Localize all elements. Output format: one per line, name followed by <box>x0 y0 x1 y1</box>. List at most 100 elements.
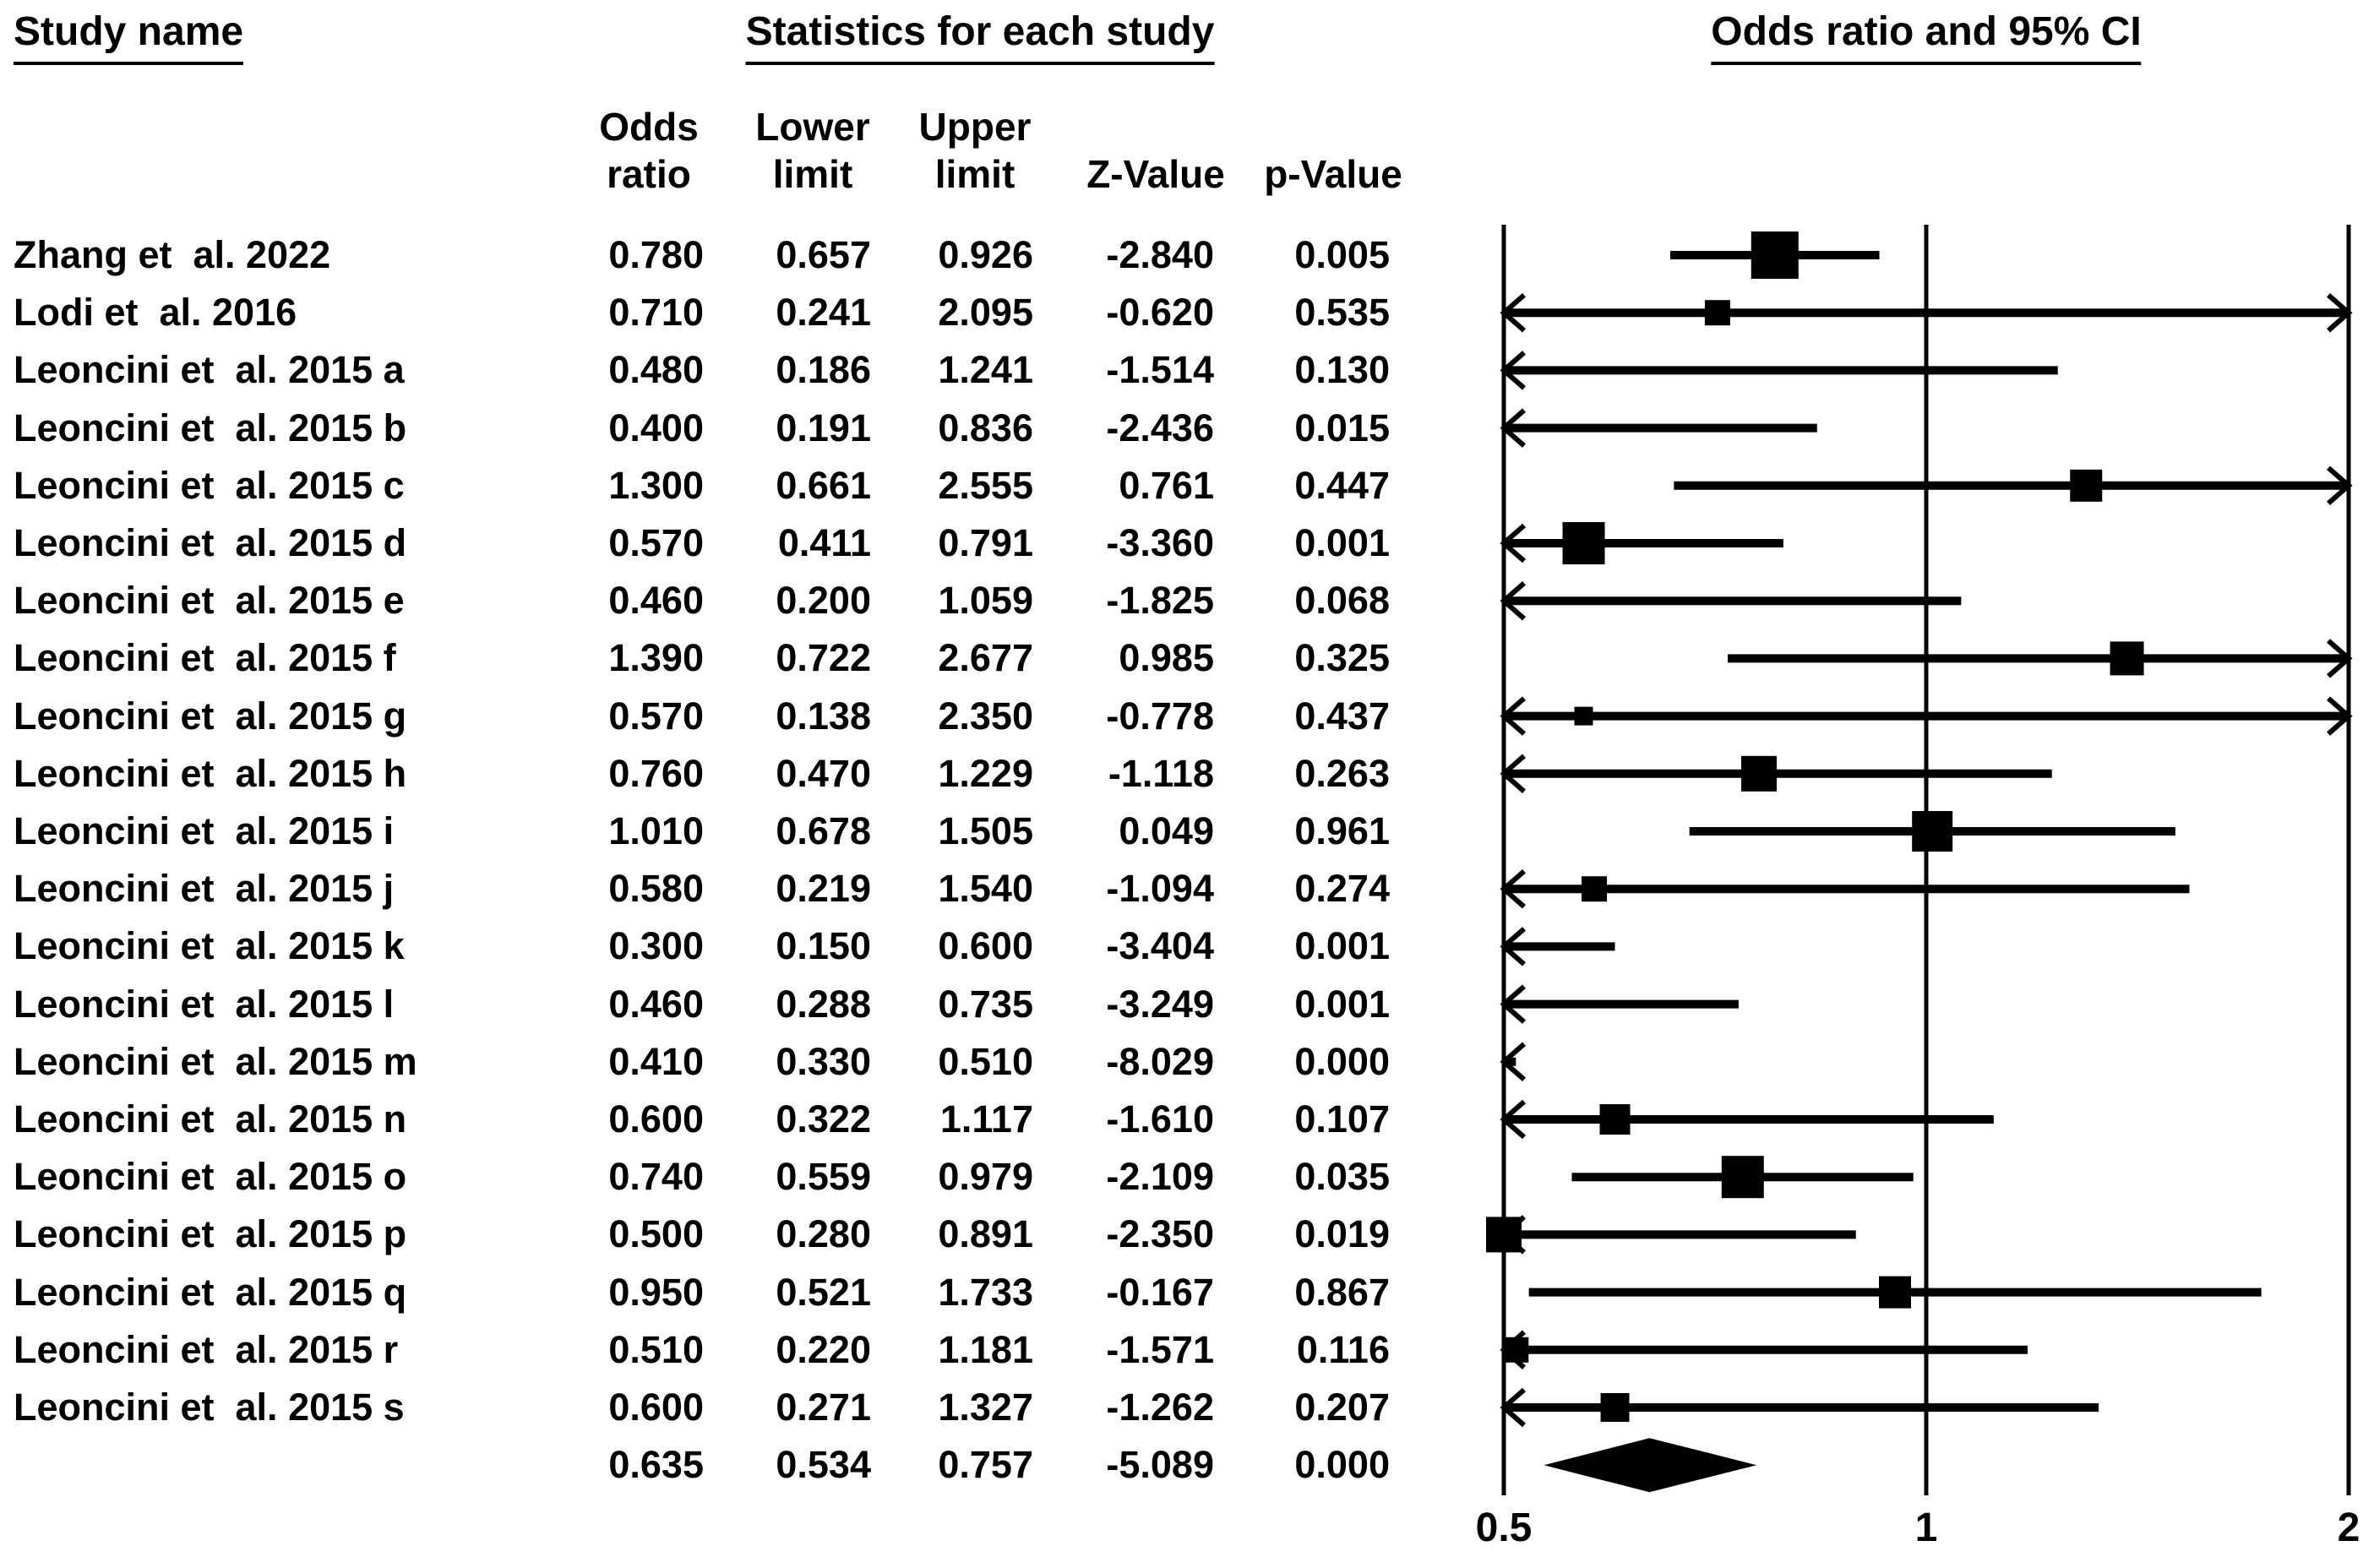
upper-limit-cell: 0.600 <box>938 924 1033 968</box>
p-value-cell: 0.000 <box>1294 1443 1390 1487</box>
left-arrow-icon <box>1500 292 1526 333</box>
z-value-cell: -1.094 <box>1106 867 1214 911</box>
or-square <box>1704 300 1730 326</box>
table-row: Leoncini et al. 2015 l 0.460 0.288 0.735 -3.… <box>0 976 1436 1033</box>
study-name: Leoncini et al. 2015 h <box>14 751 407 795</box>
study-name: Leoncini et al. 2015 s <box>14 1386 405 1429</box>
p-value-cell: 0.000 <box>1294 1039 1390 1083</box>
study-name: Leoncini et al. 2015 g <box>14 694 407 738</box>
left-arrow-icon <box>1500 1099 1526 1140</box>
left-arrow-icon <box>1500 927 1526 966</box>
table-row: Leoncini et al. 2015 s 0.600 0.271 1.327 -1.… <box>0 1379 1436 1436</box>
study-name: Leoncini et al. 2015 f <box>14 636 396 680</box>
z-value-cell: -2.350 <box>1106 1212 1214 1256</box>
left-arrow-icon <box>1500 868 1526 909</box>
z-value-cell: -0.778 <box>1106 694 1214 738</box>
p-value-cell: 0.437 <box>1294 694 1390 738</box>
or-square <box>2070 469 2103 502</box>
z-value-cell: -2.436 <box>1106 406 1214 449</box>
study-name: Leoncini et al. 2015 k <box>14 924 405 968</box>
p-value-cell: 0.107 <box>1294 1097 1390 1141</box>
z-value-cell: -1.118 <box>1108 751 1214 795</box>
odds-ratio-ci-header: Odds ratio and 95% CI <box>1711 10 2142 65</box>
upper-limit-cell: 2.095 <box>938 291 1033 335</box>
or-square <box>1582 876 1608 902</box>
or-square <box>1721 1156 1764 1199</box>
z-value-cell: 0.761 <box>1119 463 1214 507</box>
lower-limit-cell: 0.138 <box>776 694 871 738</box>
study-name: Leoncini et al. 2015 e <box>14 579 405 623</box>
lower-limit-cell: 0.722 <box>776 636 871 680</box>
or-square <box>1574 706 1593 726</box>
p-value-cell: 0.068 <box>1294 579 1390 623</box>
left-arrow-icon <box>1500 1387 1526 1428</box>
lower-limit-cell: 0.150 <box>776 924 871 968</box>
left-arrow-icon <box>1500 984 1526 1024</box>
study-name: Leoncini et al. 2015 m <box>14 1039 417 1083</box>
study-name: Leoncini et al. 2015 a <box>14 348 405 392</box>
odds-ratio-cell: 0.710 <box>608 291 704 335</box>
upper-limit-cell: 1.327 <box>938 1386 1033 1429</box>
upper-limit-cell: 1.505 <box>938 809 1033 852</box>
right-arrow-icon <box>2327 639 2353 678</box>
p-value-cell: 0.535 <box>1294 291 1390 335</box>
right-arrow-icon <box>2327 696 2353 736</box>
study-name-header: Study name <box>14 10 244 65</box>
odds-ratio-cell: 0.570 <box>608 521 704 564</box>
lower-limit-cell: 0.559 <box>776 1155 871 1199</box>
lower-limit-cell: 0.521 <box>776 1270 871 1314</box>
p-value-cell: 0.005 <box>1294 233 1390 276</box>
odds-ratio-cell: 1.010 <box>608 809 704 852</box>
z-value-cell: -1.825 <box>1106 579 1214 623</box>
upper-limit-cell: 2.350 <box>938 694 1033 738</box>
lower-limit-cell: 0.200 <box>776 579 871 623</box>
table-row: Zhang et al. 2022 0.780 0.657 0.926 -2.840 0.… <box>0 226 1436 284</box>
z-value-cell: -1.571 <box>1106 1327 1214 1371</box>
table-row: Leoncini et al. 2015 i 1.010 0.678 1.505 0.0… <box>0 803 1436 860</box>
study-name: Leoncini et al. 2015 j <box>14 867 395 911</box>
z-value-cell: -1.610 <box>1106 1097 1214 1141</box>
odds-ratio-cell: 0.600 <box>608 1097 704 1141</box>
or-square <box>1562 522 1605 564</box>
p-value-cell: 0.274 <box>1294 867 1390 911</box>
p-value-cell: 0.001 <box>1294 982 1390 1026</box>
left-arrow-icon <box>1500 408 1526 448</box>
study-name: Leoncini et al. 2015 q <box>14 1270 407 1314</box>
lower-limit-cell: 0.534 <box>776 1443 871 1487</box>
table-row: Leoncini et al. 2015 o 0.740 0.559 0.979 -2.… <box>0 1148 1436 1206</box>
odds-ratio-cell: 0.460 <box>608 579 704 623</box>
table-row: Lodi et al. 2016 0.710 0.241 2.095 -0.620 0.5… <box>0 284 1436 341</box>
study-name: Leoncini et al. 2015 c <box>14 463 405 507</box>
z-value-cell: -1.514 <box>1106 348 1214 392</box>
lower-limit-cell: 0.678 <box>776 809 871 852</box>
upper-limit-cell: 2.555 <box>938 463 1033 507</box>
odds-ratio-cell: 0.480 <box>608 348 704 392</box>
study-name: Leoncini et al. 2015 n <box>14 1097 407 1141</box>
upper-limit-cell: 0.510 <box>938 1039 1033 1083</box>
lower-limit-cell: 0.241 <box>776 291 871 335</box>
table-row: Leoncini et al. 2015 h 0.760 0.470 1.229 -1.… <box>0 745 1436 803</box>
odds-ratio-cell: 0.510 <box>608 1327 704 1371</box>
study-name: Zhang et al. 2022 <box>14 233 331 276</box>
p-value-subheader: p-Value <box>1264 152 1402 196</box>
odds-ratio-cell: 0.950 <box>608 1270 704 1314</box>
odds-ratio-cell: 0.635 <box>608 1443 704 1487</box>
left-arrow-icon <box>1500 1042 1526 1082</box>
upper-limit-cell: 0.891 <box>938 1212 1033 1256</box>
z-value-subheader: Z-Value <box>1086 152 1225 196</box>
z-value-cell: -3.404 <box>1106 924 1214 968</box>
lower-subheader-line2: limit <box>772 152 853 196</box>
axis-tick-label: 0.5 <box>1476 1505 1533 1550</box>
odds-ratio-cell: 0.740 <box>608 1155 704 1199</box>
or-square <box>1600 1393 1630 1422</box>
or-square <box>1878 1276 1911 1309</box>
odds-ratio-cell: 0.400 <box>608 406 704 449</box>
lower-limit-cell: 0.191 <box>776 406 871 449</box>
upper-limit-cell: 1.733 <box>938 1270 1033 1314</box>
p-value-cell: 0.207 <box>1294 1386 1390 1429</box>
upper-subheader-line2: limit <box>934 152 1015 196</box>
p-value-cell: 0.015 <box>1294 406 1390 449</box>
z-value-cell: -3.249 <box>1106 982 1214 1026</box>
statistics-header: Statistics for each study <box>745 10 1215 65</box>
